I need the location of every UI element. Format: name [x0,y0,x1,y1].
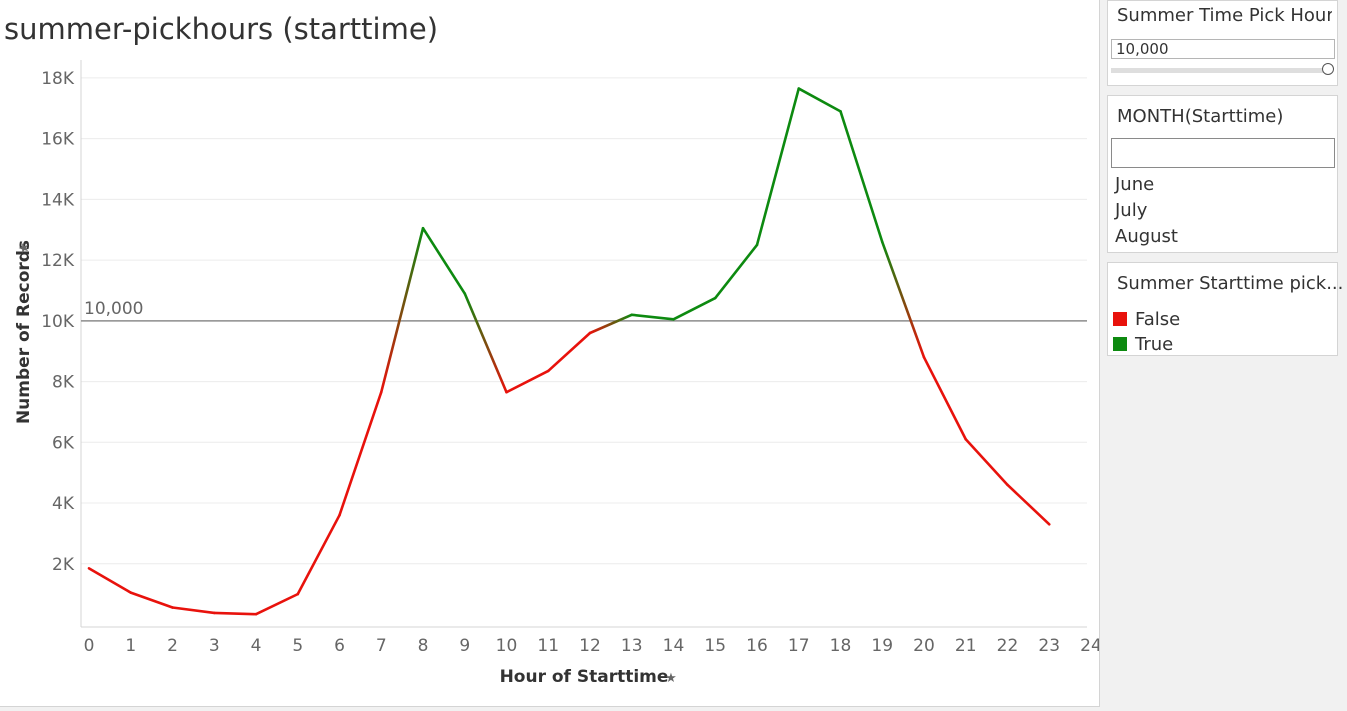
series-line-segment [254,592,300,616]
x-tick-label: 20 [913,636,935,656]
x-tick-label: 15 [704,636,726,656]
month-search-input[interactable] [1111,138,1335,168]
x-tick-label: 13 [621,636,643,656]
pin-icon: ★ [665,671,677,686]
x-tick-label: 7 [376,636,387,656]
series-line-segment [672,296,717,321]
parameter-slider-track[interactable] [1111,68,1327,73]
legend-swatch-true [1113,337,1127,351]
y-tick-label: 8K [52,373,75,393]
pin-icon: ★ [17,242,32,254]
legend-swatch-false [1113,312,1127,326]
x-tick-label: 11 [537,636,559,656]
y-tick-label: 6K [52,433,75,453]
parameter-title: Summer Time Pick Hours [1117,5,1332,26]
series-line-segment [129,591,174,609]
x-tick-label: 0 [84,636,95,656]
series-line-segment [755,87,801,247]
series-line-segment [212,611,258,616]
series-line-segment [839,110,884,244]
color-legend-card: Summer Starttime pick... False True [1107,262,1343,356]
series-line-segment [505,369,550,394]
y-axis-title: Number of Records [14,240,34,424]
series-line-segment [379,226,425,394]
x-tick-label: 17 [788,636,810,656]
legend-label-false: False [1135,309,1181,330]
y-tick-label: 18K [41,69,75,89]
x-tick-label: 3 [209,636,220,656]
month-filter-title: MONTH(Starttime) [1117,106,1284,127]
month-filter-card: MONTH(Starttime) June July August [1107,95,1338,253]
parameter-card: Summer Time Pick Hours 10,000 [1107,0,1338,86]
y-tick-label: 12K [41,251,75,271]
x-tick-label: 9 [459,636,470,656]
x-tick-label: 1 [125,636,136,656]
series-line-segment [546,331,592,373]
y-tick-label: 16K [41,130,75,150]
series-line-segment [421,226,467,295]
series-line-segment [630,313,675,321]
series-line-segment [964,437,1009,487]
x-tick-label: 10 [496,636,518,656]
series-line-segment [588,313,634,335]
x-tick-label: 12 [579,636,601,656]
legend-label-true: True [1135,334,1174,355]
x-tick-label: 18 [830,636,852,656]
x-axis-title: Hour of Starttime [500,667,669,687]
x-tick-label: 8 [418,636,429,656]
x-tick-label: 23 [1038,636,1060,656]
x-tick-label: 19 [871,636,893,656]
month-item-july[interactable]: July [1115,200,1148,221]
x-tick-label: 5 [292,636,303,656]
month-item-august[interactable]: August [1115,226,1178,247]
x-tick-label: 24 [1080,636,1099,656]
series-line-segment [797,87,842,113]
series-line-segment [87,567,133,594]
series-line-segment [338,390,383,517]
y-tick-label: 2K [52,555,75,575]
parameter-value-input[interactable]: 10,000 [1111,39,1335,59]
month-item-june[interactable]: June [1115,174,1155,195]
series-line-segment [713,243,759,300]
y-tick-label: 10K [41,312,75,332]
reference-line-label: 10,000 [84,299,143,319]
x-tick-label: 14 [663,636,685,656]
x-tick-label: 6 [334,636,345,656]
x-tick-label: 21 [955,636,977,656]
x-tick-label: 16 [746,636,768,656]
chart-title: summer-pickhours (starttime) [4,12,439,46]
series-line-segment [296,513,341,596]
parameter-slider-handle[interactable] [1322,63,1334,75]
series-line-segment [1006,483,1051,526]
series-line-segment [463,292,508,394]
chart-worksheet: summer-pickhours (starttime) 2K 4K 6K 8K 10K… [0,0,1100,707]
y-tick-label: 14K [41,190,75,210]
series-line-segment [922,355,968,441]
y-tick-label: 4K [52,494,75,514]
x-tick-label: 4 [251,636,262,656]
x-tick-label: 22 [997,636,1019,656]
series-line-segment [171,606,216,615]
x-tick-label: 2 [167,636,178,656]
legend-title: Summer Starttime pick... [1117,273,1344,294]
series-line-segment [880,240,926,359]
